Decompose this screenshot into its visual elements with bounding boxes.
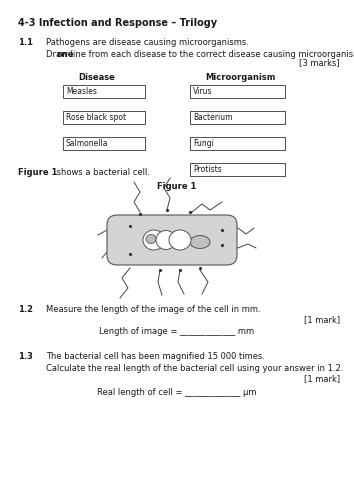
Text: The bacterial cell has been magnified 15 000 times.: The bacterial cell has been magnified 15… [46,352,265,361]
Text: Measure the length of the image of the cell in mm.: Measure the length of the image of the c… [46,305,261,314]
Text: Rose black spot: Rose black spot [66,113,126,122]
Text: Disease: Disease [78,73,115,82]
Text: Salmonella: Salmonella [66,139,108,148]
Text: shows a bacterial cell.: shows a bacterial cell. [54,168,150,177]
Bar [63,137,145,150]
Text: Figure 1: Figure 1 [157,182,197,191]
Text: Pathogens are disease causing microorganisms.: Pathogens are disease causing microorgan… [46,38,249,47]
Text: 1.3: 1.3 [18,352,33,361]
Text: Length of image = _____________ mm: Length of image = _____________ mm [99,327,255,336]
Text: Fungi: Fungi [193,139,214,148]
Ellipse shape [156,230,176,250]
Bar [190,111,285,124]
Text: 1.1: 1.1 [18,38,33,47]
Text: Measles: Measles [66,87,97,96]
Text: Figure 1: Figure 1 [18,168,57,177]
Ellipse shape [169,230,191,250]
Text: 4-3 Infection and Response – Trilogy: 4-3 Infection and Response – Trilogy [18,18,217,28]
Text: [1 mark]: [1 mark] [304,315,340,324]
Text: one: one [57,50,74,59]
Text: line from each disease to the correct disease causing microorganism.: line from each disease to the correct di… [68,50,354,59]
Text: Protists: Protists [193,165,222,174]
Text: 1.2: 1.2 [18,305,33,314]
Text: [3 marks]: [3 marks] [299,58,340,67]
Bar [190,137,285,150]
Ellipse shape [190,236,210,248]
Bar [63,85,145,98]
Bar [63,111,145,124]
Text: Draw: Draw [46,50,71,59]
Bar [190,163,285,176]
Text: Calculate the real length of the bacterial cell using your answer in 1.2.: Calculate the real length of the bacteri… [46,364,343,373]
Text: Virus: Virus [193,87,212,96]
Bar [190,85,285,98]
Text: [1 mark]: [1 mark] [304,374,340,383]
Text: Real length of cell = _____________ μm: Real length of cell = _____________ μm [97,388,257,397]
Ellipse shape [143,230,165,250]
Text: Microorganism: Microorganism [205,73,275,82]
Ellipse shape [146,234,156,244]
FancyBboxPatch shape [107,215,237,265]
Text: Bacterium: Bacterium [193,113,233,122]
